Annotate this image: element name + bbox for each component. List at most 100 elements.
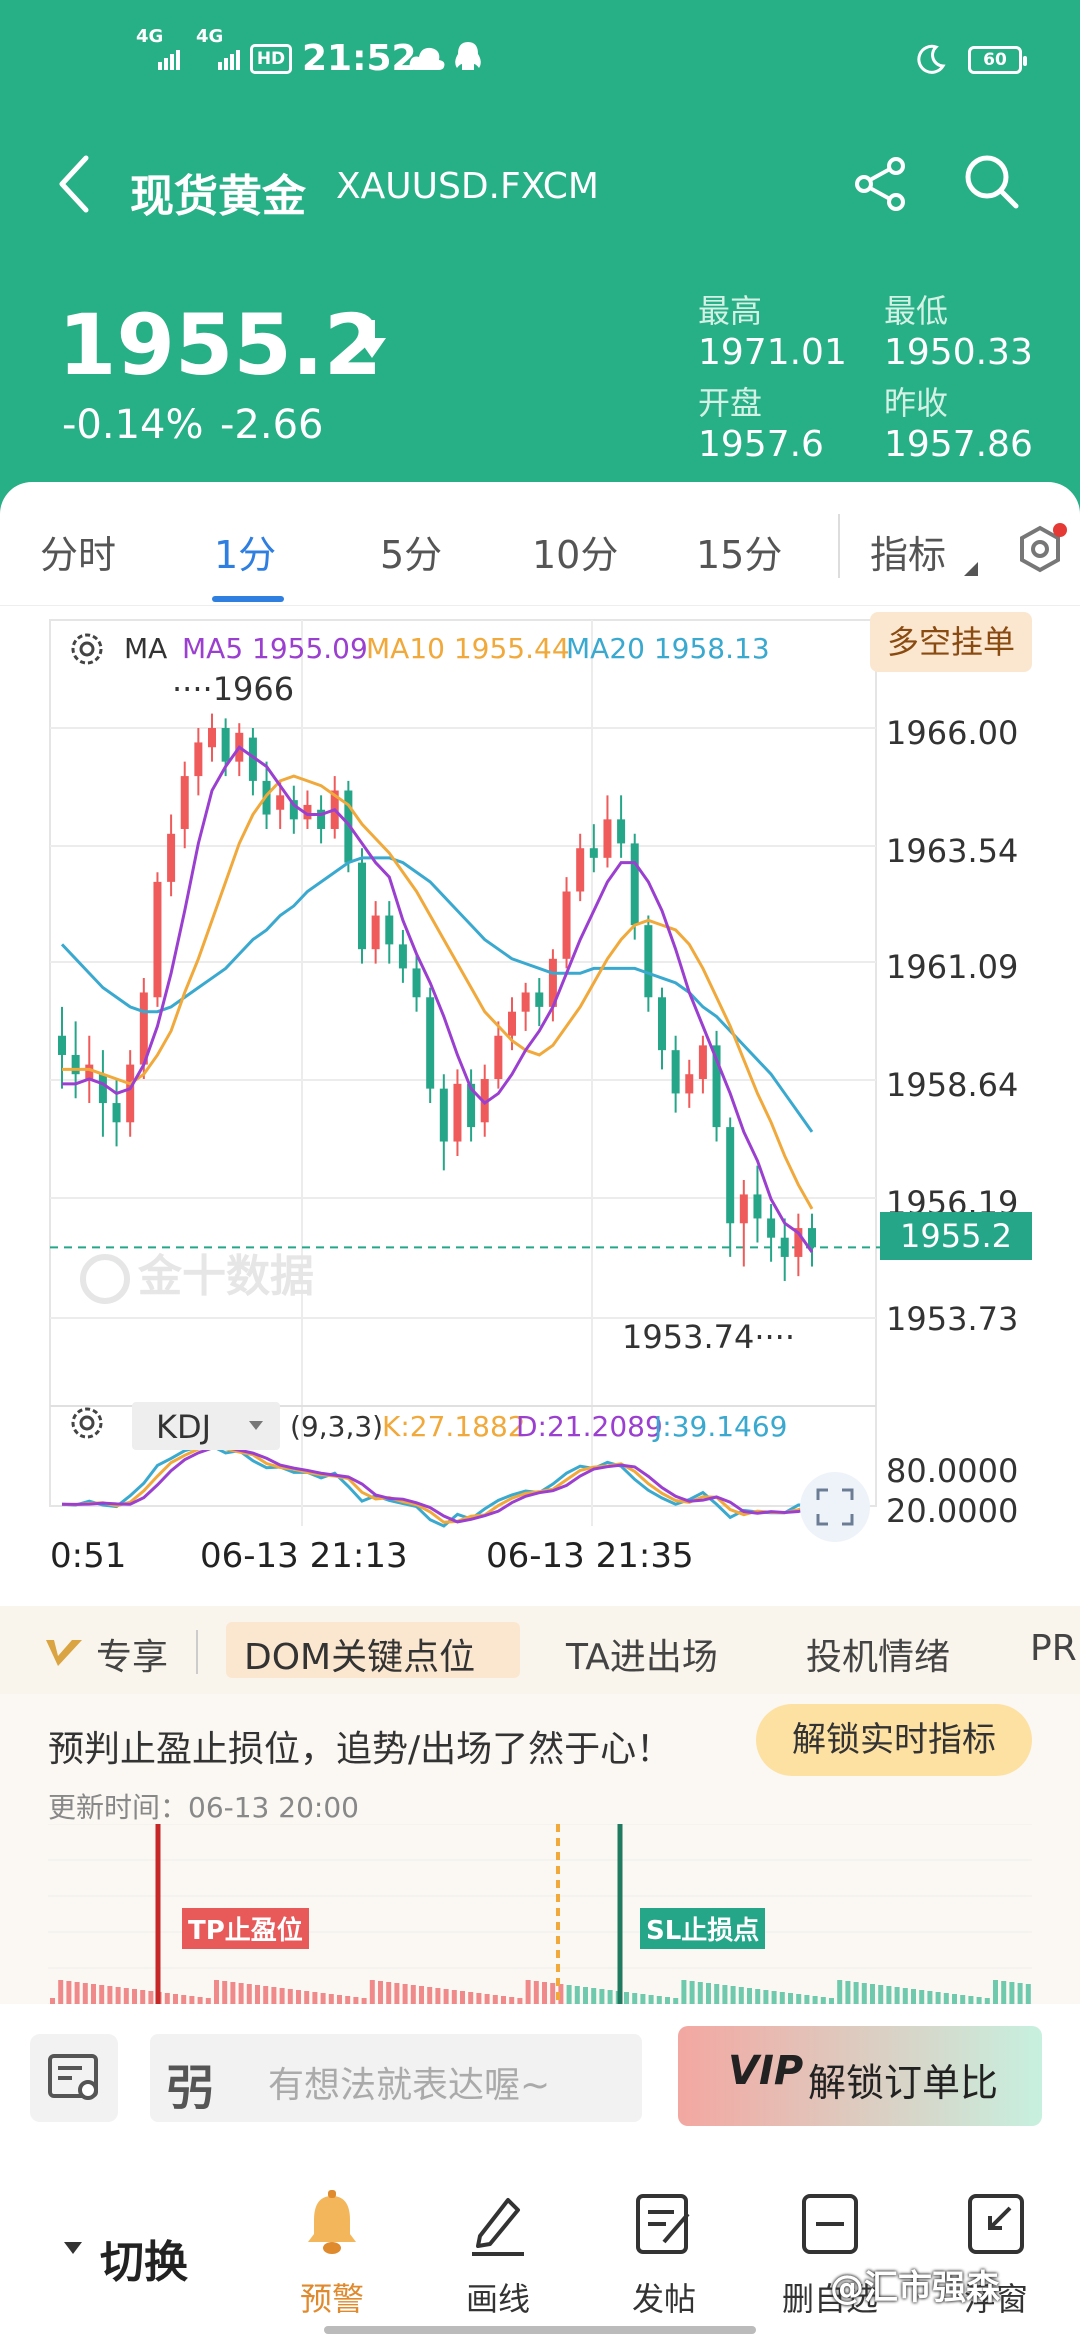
histogram-bar [181, 1995, 187, 2004]
signal-icon-2 [218, 50, 240, 70]
tab-dom-levels[interactable]: DOM关键点位 [244, 1637, 476, 1678]
prev-close-label: 昨收 [884, 384, 949, 422]
timeframe-tabs: 分时 1分 5分 10分 15分 指标 [0, 482, 1080, 606]
update-time: 更新时间：06-13 20:00 [48, 1791, 359, 1824]
histogram-bar [484, 1994, 490, 2004]
symbol-code: XAUUSD.FXCM [336, 166, 599, 207]
tab-10min[interactable]: 10分 [532, 533, 619, 577]
histogram-bar [550, 1983, 556, 2004]
ma-lines-group [60, 745, 814, 1253]
post-icon[interactable] [634, 2192, 694, 2256]
ma20-line [60, 856, 814, 1133]
nav-float-label[interactable]: 浮窗 [963, 2280, 1028, 2318]
candle-body [317, 809, 326, 829]
histogram-bar [328, 1994, 334, 2004]
candle-body [521, 992, 530, 1012]
candle-body [726, 1127, 735, 1224]
back-arrow-icon[interactable] [54, 152, 94, 216]
order-book-button[interactable]: 多空挂单 [870, 612, 1032, 672]
vip-unlock-button[interactable]: VIP 解锁订单比 [678, 2026, 1042, 2126]
tab-5min[interactable]: 5分 [380, 533, 443, 577]
histogram-bar [656, 1996, 662, 2004]
candle-body [739, 1194, 748, 1224]
comment-input-box[interactable]: 弜 有想法就表达喔~ [150, 2034, 642, 2122]
search-icon[interactable] [962, 152, 1022, 212]
nav-draw-label[interactable]: 画线 [465, 2280, 530, 2318]
tab-15min[interactable]: 15分 [696, 533, 783, 577]
nav-remove-label[interactable]: 删自选 [781, 2280, 878, 2318]
histogram-bar [861, 1983, 867, 2004]
candle-body [644, 925, 653, 998]
tab-pr[interactable]: PR [1030, 1628, 1077, 1669]
prev-close-value: 1957.86 [884, 424, 1033, 465]
histogram-bar [353, 1997, 359, 2004]
tab-ta-entry[interactable]: TA进出场 [566, 1637, 718, 1678]
tp-label: TP止盈位 [182, 1908, 309, 1949]
candle-body [467, 1083, 476, 1128]
ma-settings-icon[interactable] [66, 628, 108, 670]
tab-sentiment[interactable]: 投机情绪 [806, 1637, 951, 1678]
histogram-bar [312, 1992, 318, 2004]
histogram-bar [402, 1984, 408, 2004]
dom-levels-panel: 预判止盈止损位，追势/出场了然于心！ 解锁实时指标 更新时间：06-13 20:… [0, 1694, 1080, 2004]
candle-body [630, 843, 639, 926]
histogram-bar [820, 1997, 826, 2004]
chart-grid [49, 619, 880, 1526]
x-tick-1: 0:51 [50, 1536, 127, 1576]
candle-body [535, 992, 544, 1007]
chart-area[interactable]: MA MA5 1955.09 MA10 1955.44 MA20 1958.13… [0, 606, 1080, 1606]
candle-body [167, 833, 176, 882]
remove-watchlist-icon[interactable] [800, 2192, 860, 2256]
histogram-bar [755, 1989, 761, 2004]
histogram-bar [91, 1984, 96, 2004]
dom-histogram [48, 1824, 1032, 2004]
y-tick-3: 1961.09 [886, 948, 1019, 986]
unlock-indicator-button[interactable]: 解锁实时指标 [756, 1704, 1032, 1776]
feature-divider [196, 1630, 198, 1674]
active-feature-bg [226, 1622, 520, 1678]
peak-label: ····1966 [172, 670, 295, 708]
bell-icon[interactable] [302, 2190, 362, 2260]
settings-hex-icon[interactable] [1012, 522, 1068, 578]
histogram-bar [788, 1993, 793, 2004]
histogram-bar [878, 1985, 884, 2004]
kdj-selector[interactable]: KDJ [132, 1402, 280, 1450]
candle-body [112, 1103, 121, 1123]
nav-post-label[interactable]: 发帖 [631, 2280, 696, 2318]
news-button[interactable] [30, 2034, 118, 2122]
kdj-k-value: K:27.1882 [382, 1410, 526, 1443]
share-icon[interactable] [852, 156, 908, 212]
candle-body [208, 728, 216, 748]
candle-body [685, 1074, 694, 1094]
fullscreen-button[interactable] [800, 1472, 870, 1542]
tab-indicators[interactable]: 指标 [870, 533, 947, 577]
tab-1min[interactable]: 1分 [214, 533, 277, 577]
pen-icon[interactable] [468, 2192, 528, 2258]
candle-body [617, 819, 626, 844]
histogram-bar [779, 1992, 785, 2004]
histogram-bar [115, 1987, 121, 2004]
tab-timeshare[interactable]: 分时 [40, 533, 117, 577]
vip-icon: VIP [728, 2048, 804, 2094]
kdj-j-value: J:39.1469 [654, 1410, 788, 1443]
histogram-bar [968, 1996, 974, 2004]
histogram-bar [427, 1987, 433, 2004]
vip-unlock-label: 解锁订单比 [808, 2061, 999, 2105]
signal-icon [158, 50, 180, 70]
histogram-bar [279, 1988, 285, 2004]
float-window-icon[interactable] [966, 2192, 1026, 2256]
candle-body [412, 968, 421, 998]
kdj-lines-group [61, 1444, 813, 1528]
histogram-bar [460, 1991, 465, 2004]
tab-exclusive[interactable]: 专享 [96, 1637, 169, 1678]
change-absolute: -2.66 [220, 402, 324, 448]
histogram-bar [1009, 1982, 1015, 2004]
histogram-bar [222, 1981, 228, 2004]
kdj-settings-icon[interactable] [66, 1402, 108, 1444]
nav-alert-label[interactable]: 预警 [299, 2280, 364, 2318]
histogram-bar [927, 1991, 933, 2004]
histogram-bar [599, 1989, 605, 2004]
bottom-bar: 弜 有想法就表达喔~ VIP 解锁订单比 切换 预警 画线 发帖 [0, 2004, 1080, 2340]
candle-body [562, 891, 571, 959]
switch-button[interactable]: 切换 [100, 2237, 188, 2288]
